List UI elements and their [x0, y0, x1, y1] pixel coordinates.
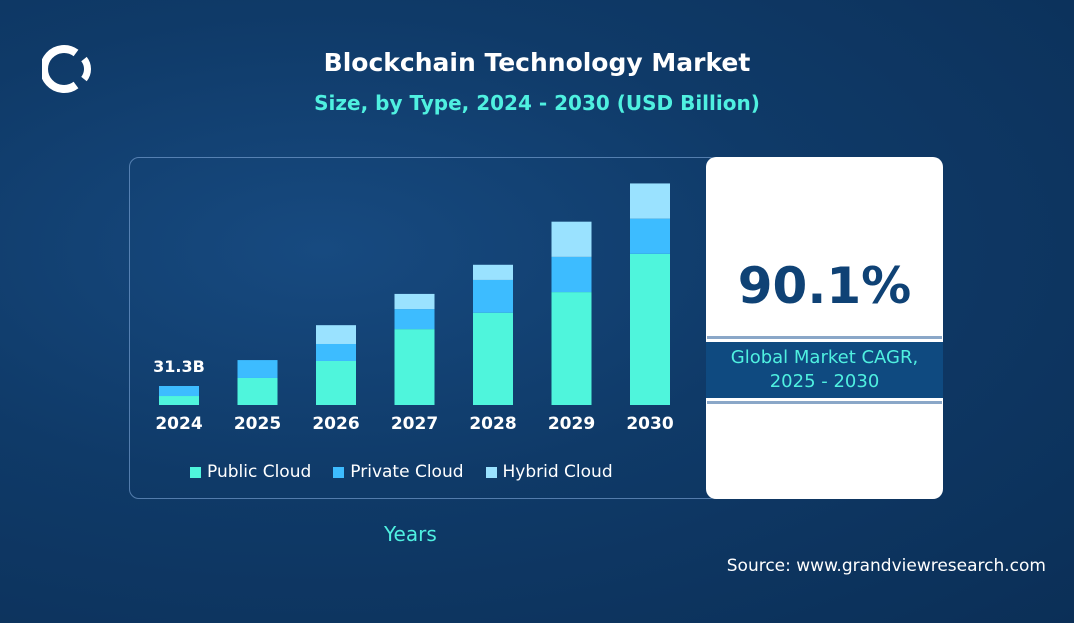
- legend-label-public: Public Cloud: [207, 462, 312, 482]
- bar-private-2027: [394, 309, 435, 330]
- legend: Public Cloud Private Cloud Hybrid Cloud: [190, 462, 613, 482]
- bar-hybrid-2029: [551, 221, 592, 257]
- x-tick-label: 2026: [312, 414, 359, 434]
- legend-swatch-hybrid: [485, 466, 497, 478]
- bar-hybrid-2026: [316, 325, 356, 344]
- legend-swatch-public: [190, 466, 201, 478]
- cagr-value: 90.1%: [737, 257, 912, 315]
- bar-hybrid-2028: [473, 264, 513, 280]
- bar-public-2025: [237, 377, 278, 405]
- legend-item-hybrid: Hybrid Cloud: [485, 462, 613, 482]
- chart-subtitle: Size, by Type, 2024 - 2030 (USD Billion): [314, 91, 760, 115]
- bar-public-2026: [316, 360, 356, 405]
- bar-public-2028: [473, 312, 513, 405]
- x-tick-label: 2027: [391, 414, 438, 434]
- chart-title: Blockchain Technology Market: [323, 48, 751, 77]
- x-tick-label: 2030: [626, 414, 673, 434]
- company-logo-icon: [42, 45, 91, 93]
- bar-public-2024: [159, 396, 199, 405]
- cagr-label-band: Global Market CAGR, 2025 - 2030: [706, 339, 943, 401]
- legend-swatch-private: [333, 466, 345, 478]
- bar-private-2030: [630, 218, 670, 254]
- x-tick-label: 2029: [548, 414, 595, 434]
- bar-public-2030: [630, 253, 670, 405]
- x-axis-title: Years: [384, 522, 437, 546]
- cagr-card: 90.1% Global Market CAGR, 2025 - 2030: [706, 157, 943, 499]
- data-label: 31.3B: [153, 357, 205, 376]
- x-tick-label: 2024: [155, 414, 202, 434]
- legend-item-private: Private Cloud: [333, 462, 464, 482]
- bar-public-2029: [551, 292, 592, 405]
- bar-private-2028: [473, 279, 513, 313]
- bar-public-2027: [394, 329, 435, 405]
- x-tick-label: 2028: [469, 414, 516, 434]
- x-tick-label: 2025: [234, 414, 281, 434]
- legend-item-public: Public Cloud: [190, 462, 311, 482]
- bar-private-2029: [551, 256, 592, 293]
- cagr-label-line2: 2025 - 2030: [769, 371, 880, 392]
- bar-private-2025: [237, 360, 278, 378]
- bar-hybrid-2030: [630, 183, 670, 219]
- legend-label-private: Private Cloud: [350, 462, 464, 482]
- source-text: Source: www.grandviewresearch.com: [726, 556, 1046, 576]
- legend-label-hybrid: Hybrid Cloud: [502, 462, 613, 482]
- bar-hybrid-2027: [394, 293, 435, 310]
- bar-private-2026: [316, 343, 356, 361]
- cagr-label-line1: Global Market CAGR,: [730, 347, 919, 368]
- bar-chart: 2024 2025 2026 2027 2028 2029 2030 31.3B: [153, 183, 674, 434]
- bar-private-2024: [159, 386, 199, 397]
